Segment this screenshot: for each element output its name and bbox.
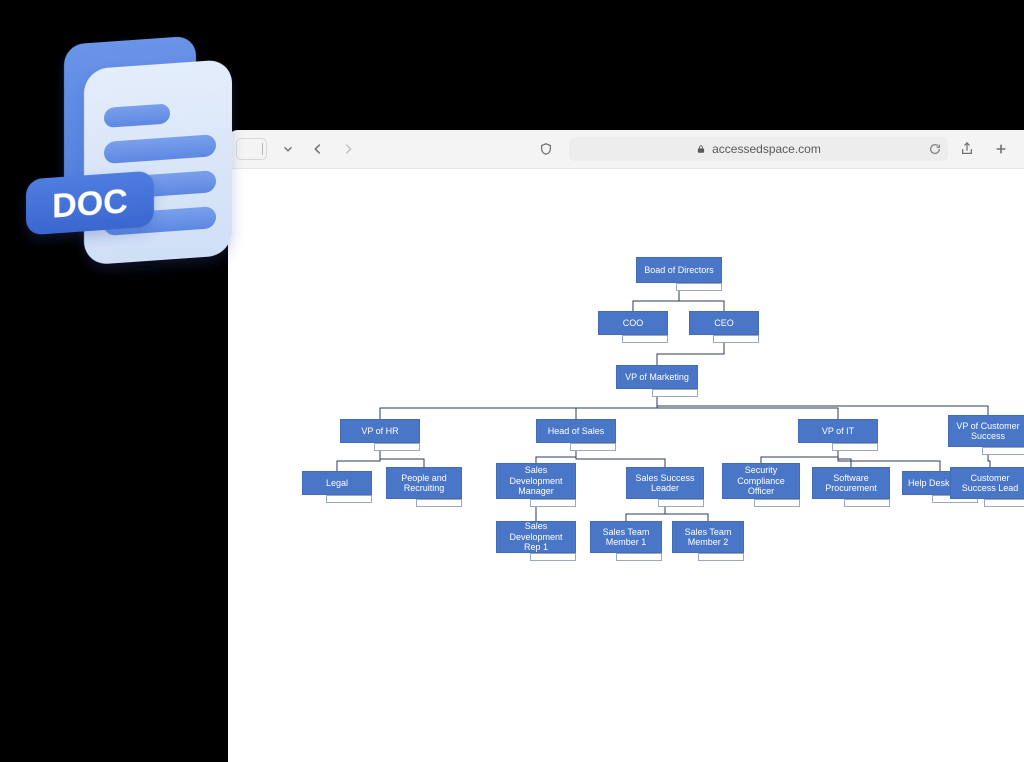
orgchart-node-headsales[interactable]: Head of Sales <box>536 419 616 443</box>
orgchart-node-recruit[interactable]: People and Recruiting <box>386 467 462 499</box>
back-button[interactable] <box>307 138 329 160</box>
share-icon[interactable] <box>956 138 978 160</box>
orgchart-node-ssl[interactable]: Sales Success Leader <box>626 467 704 499</box>
orgchart-node-csl[interactable]: Customer Success Lead <box>950 467 1024 499</box>
orgchart-node-subtab <box>713 335 759 343</box>
orgchart-node-sdm[interactable]: Sales Development Manager <box>496 463 576 499</box>
orgchart-node-subtab <box>754 499 800 507</box>
orgchart-node-legal[interactable]: Legal <box>302 471 372 495</box>
orgchart-node-subtab <box>416 499 462 507</box>
sidebar-toggle-button[interactable] <box>236 138 267 160</box>
orgchart-node-board[interactable]: Boad of Directors <box>636 257 722 283</box>
browser-window: accessedspace.com Boad of Directors COO CE… <box>228 130 1024 762</box>
orgchart-node-subtab <box>698 553 744 561</box>
orgchart-node-subtab <box>832 443 878 451</box>
dropdown-chevron-icon[interactable] <box>277 138 299 160</box>
orgchart-node-vphr[interactable]: VP of HR <box>340 419 420 443</box>
orgchart-node-subtab <box>326 495 372 503</box>
orgchart-node-subtab <box>652 389 698 397</box>
orgchart-node-ceo[interactable]: CEO <box>689 311 759 335</box>
orgchart-node-subtab <box>530 499 576 507</box>
orgchart-node-subtab <box>844 499 890 507</box>
forward-button[interactable] <box>337 138 359 160</box>
orgchart-node-vpit[interactable]: VP of IT <box>798 419 878 443</box>
orgchart-node-vpcs[interactable]: VP of Customer Success <box>948 415 1024 447</box>
address-bar[interactable]: accessedspace.com <box>569 137 948 161</box>
browser-toolbar: accessedspace.com <box>228 130 1024 169</box>
doc-file-icon: DOC <box>18 22 248 282</box>
shield-icon[interactable] <box>535 138 557 160</box>
orgchart-canvas: Boad of Directors COO CEO VP of Marketing VP… <box>228 169 1024 762</box>
address-bar-text: accessedspace.com <box>712 142 821 156</box>
orgchart-node-subtab <box>622 335 668 343</box>
orgchart-node-sdr1[interactable]: Sales Development Rep 1 <box>496 521 576 553</box>
orgchart-node-subtab <box>374 443 420 451</box>
orgchart-node-vpmkt[interactable]: VP of Marketing <box>616 365 698 389</box>
orgchart-node-subtab <box>616 553 662 561</box>
lock-icon <box>696 144 706 154</box>
doc-badge-label: DOC <box>52 182 128 225</box>
orgchart-node-subtab <box>570 443 616 451</box>
reload-icon[interactable] <box>928 142 942 156</box>
orgchart-node-stm1[interactable]: Sales Team Member 1 <box>590 521 662 553</box>
orgchart-node-subtab <box>982 447 1024 455</box>
orgchart-node-coo[interactable]: COO <box>598 311 668 335</box>
new-tab-icon[interactable] <box>990 138 1012 160</box>
orgchart-node-subtab <box>984 499 1024 507</box>
orgchart-node-subtab <box>658 499 704 507</box>
orgchart-node-swp[interactable]: Software Procurement <box>812 467 890 499</box>
orgchart-node-sco[interactable]: Security Compliance Officer <box>722 463 800 499</box>
orgchart-connectors <box>228 169 1024 762</box>
orgchart-node-subtab <box>530 553 576 561</box>
orgchart-node-stm2[interactable]: Sales Team Member 2 <box>672 521 744 553</box>
orgchart-node-subtab <box>676 283 722 291</box>
